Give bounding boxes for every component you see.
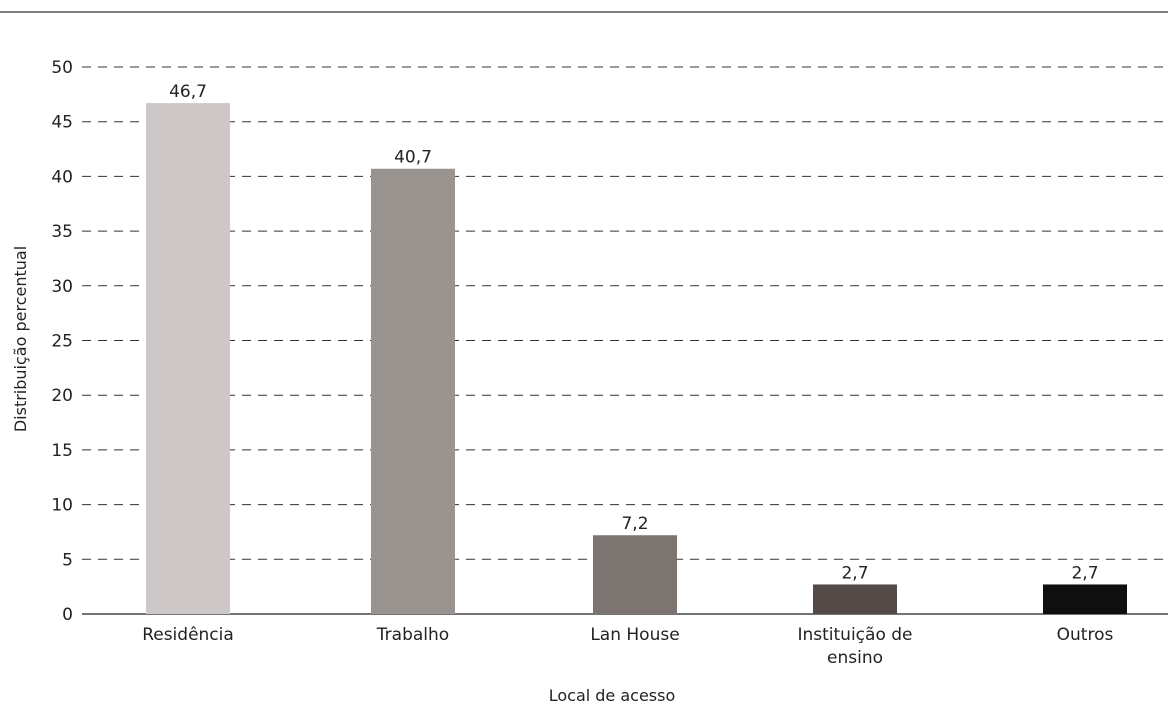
y-tick-label-5: 5 — [62, 550, 73, 570]
y-tick-label-35: 35 — [51, 222, 73, 242]
bar-3 — [813, 584, 897, 614]
x-tick-label-4: Outros — [1057, 625, 1114, 645]
bar-2 — [593, 535, 677, 614]
bars — [146, 103, 1127, 615]
y-tick-label-30: 30 — [51, 277, 73, 297]
y-tick-label-15: 15 — [51, 441, 73, 461]
y-tick-label-20: 20 — [51, 386, 73, 406]
x-tick-label-1: Trabalho — [376, 625, 449, 645]
y-tick-label-0: 0 — [62, 605, 73, 625]
x-tick-label-3-line-1: ensino — [827, 648, 883, 668]
y-tick-label-50: 50 — [51, 58, 73, 78]
bar-0 — [146, 103, 230, 615]
grid-lines — [82, 66, 1168, 615]
data-label-2: 7,2 — [621, 514, 648, 534]
x-axis-ticks: Residência Trabalho Lan House Instituição d… — [142, 625, 1113, 668]
data-label-4: 2,7 — [1071, 563, 1098, 583]
y-axis-title: Distribuição percentual — [11, 246, 30, 432]
y-axis-ticks: 0 5 10 15 20 25 30 35 40 45 50 — [51, 58, 73, 625]
y-tick-label-25: 25 — [51, 332, 73, 352]
data-label-0: 46,7 — [169, 82, 207, 102]
bar-1 — [371, 168, 455, 614]
y-tick-label-10: 10 — [51, 496, 73, 516]
data-label-1: 40,7 — [394, 148, 432, 168]
x-axis-title: Local de acesso — [549, 686, 676, 705]
x-tick-label-0: Residência — [142, 625, 234, 645]
x-tick-label-2: Lan House — [590, 625, 679, 645]
bar-4 — [1043, 584, 1127, 614]
data-labels: 46,7 40,7 7,2 2,7 2,7 — [169, 82, 1098, 583]
x-tick-label-3-line-0: Instituição de — [797, 625, 912, 645]
y-tick-label-40: 40 — [51, 167, 73, 187]
data-label-3: 2,7 — [841, 563, 868, 583]
y-tick-label-45: 45 — [51, 113, 73, 133]
